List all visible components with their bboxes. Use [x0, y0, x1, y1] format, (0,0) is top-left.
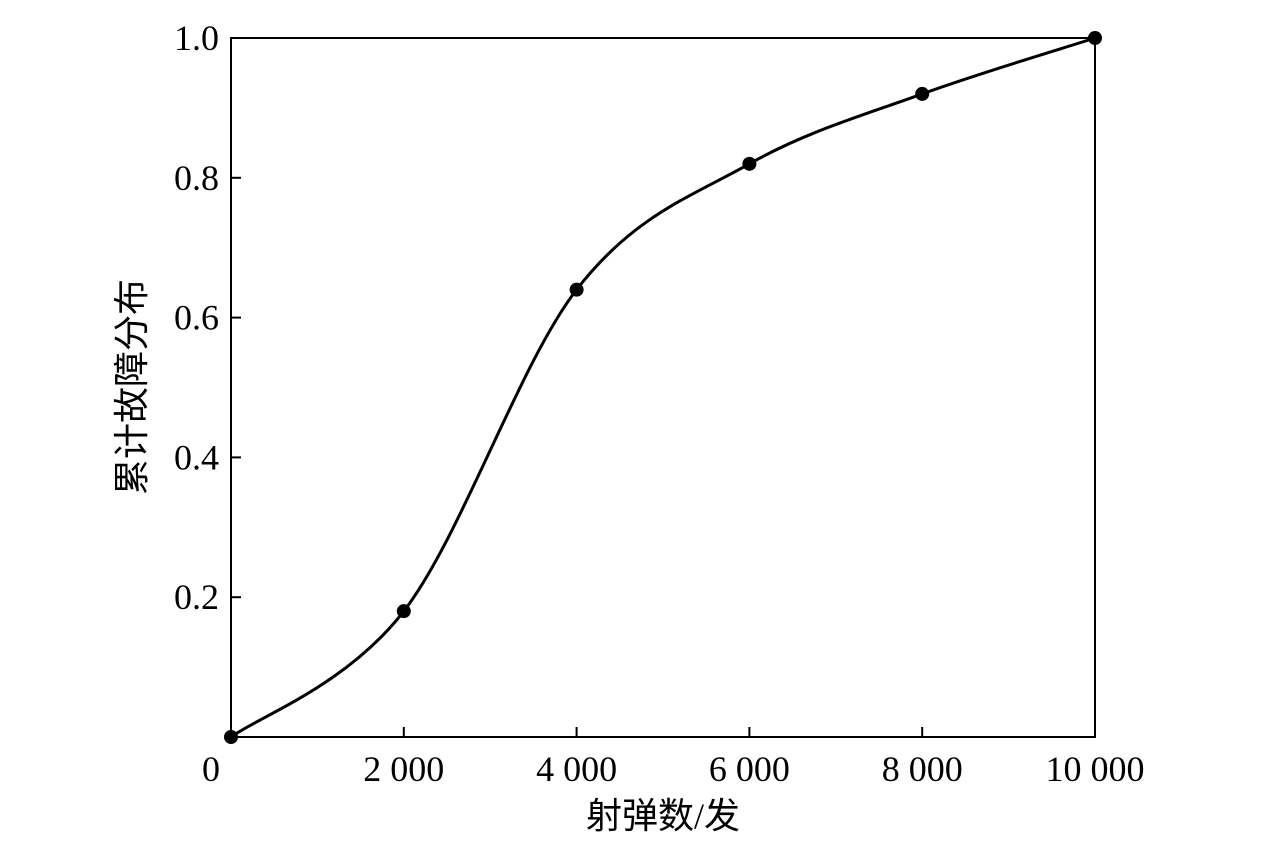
y-axis-title: 累计故障分布: [112, 279, 152, 495]
y-tick-labels: 0.2 0.4 0.6 0.8 1.0: [174, 18, 219, 617]
x-tick-label: 6 000: [709, 749, 790, 789]
x-ticks: [402, 727, 924, 737]
data-point: [569, 282, 584, 297]
y-tick-label: 1.0: [174, 18, 219, 58]
data-point: [1088, 31, 1102, 45]
y-tick-label: 0.6: [174, 298, 219, 338]
y-tick-label: 0.2: [174, 577, 219, 617]
y-tick-label: 0.8: [174, 158, 219, 198]
y-tick-label: 0.4: [174, 437, 219, 477]
data-point: [396, 604, 411, 619]
x-axis-title: 射弹数/发: [586, 796, 740, 836]
y-ticks: [231, 176, 241, 599]
x-tick-label: 0: [202, 749, 220, 789]
x-tick-label: 2 000: [363, 749, 444, 789]
plot-frame: [230, 37, 1096, 738]
series-line: [230, 36, 1096, 739]
x-tick-label: 10 000: [1046, 749, 1145, 789]
x-tick-label: 8 000: [882, 749, 963, 789]
data-point: [915, 86, 930, 101]
x-tick-label: 4 000: [536, 749, 617, 789]
data-point: [742, 156, 757, 171]
x-tick-labels: 0 2 000 4 000 6 000 8 000 10 000: [202, 749, 1145, 789]
data-point: [224, 730, 238, 744]
series-points: [224, 31, 1102, 744]
